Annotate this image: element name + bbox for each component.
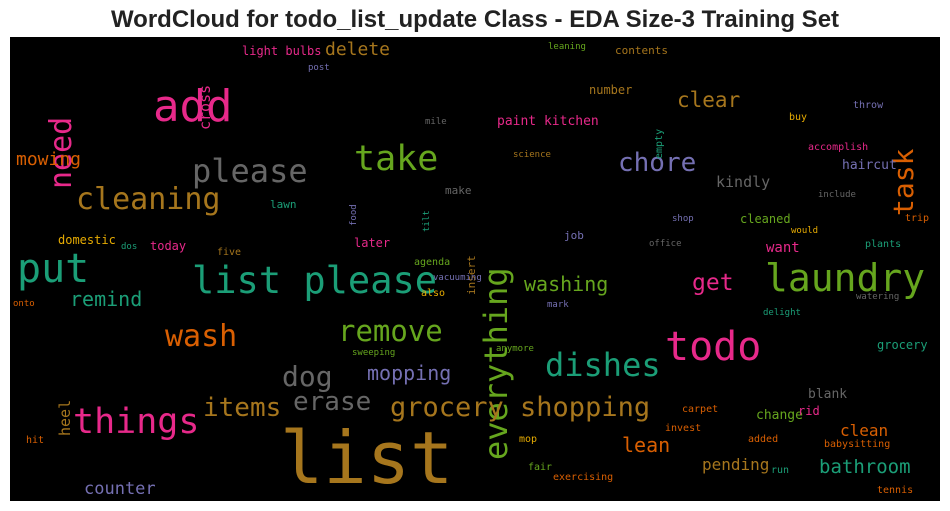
word-agenda: agenda xyxy=(414,257,451,268)
word-buy: buy xyxy=(789,112,808,123)
word-items: items xyxy=(203,393,282,423)
word-rid: rid xyxy=(798,404,820,418)
word-mile: mile xyxy=(425,117,447,127)
word-added: added xyxy=(748,434,779,445)
word-tennis: tennis xyxy=(877,485,914,496)
word-delete: delete xyxy=(325,39,391,60)
word-list: list xyxy=(280,416,454,500)
word-fair: fair xyxy=(528,462,553,473)
word-chore: chore xyxy=(618,148,697,178)
word-shop: shop xyxy=(672,214,694,224)
word-wash: wash xyxy=(165,319,238,354)
word-clean: clean xyxy=(840,421,889,440)
word-tilt: tilt xyxy=(422,210,432,232)
word-grocery-shopping: grocery shopping xyxy=(390,392,651,423)
word-post: post xyxy=(308,63,330,73)
word-contents: contents xyxy=(615,44,668,57)
word-dos: dos xyxy=(121,242,138,252)
word-exercising: exercising xyxy=(553,472,614,483)
word-also: also xyxy=(421,288,446,299)
word-would: would xyxy=(791,226,819,236)
word-counter: counter xyxy=(84,479,156,499)
word-onto: onto xyxy=(13,299,35,309)
word-dog: dog xyxy=(282,360,333,393)
word-pending: pending xyxy=(702,455,770,474)
word-empty: empty xyxy=(654,129,665,160)
word-things: things xyxy=(73,402,200,442)
word-todo: todo xyxy=(665,324,762,370)
word-dishes: dishes xyxy=(545,346,661,384)
word-trip: trip xyxy=(905,213,930,224)
word-hit: hit xyxy=(26,435,45,446)
word-remind: remind xyxy=(70,287,143,311)
word-office: office xyxy=(649,239,682,249)
word-paint-kitchen: paint kitchen xyxy=(497,114,599,129)
word-run: run xyxy=(771,465,790,476)
word-heel: heel xyxy=(56,400,74,437)
word-carpet: carpet xyxy=(682,404,719,415)
word-list-please: list please xyxy=(192,259,438,302)
word-laundry: laundry xyxy=(765,256,926,300)
word-mopping: mopping xyxy=(367,361,452,385)
word-later: later xyxy=(354,236,391,250)
word-take: take xyxy=(354,139,439,179)
word-mowing: mowing xyxy=(16,149,82,170)
word-leaning: leaning xyxy=(548,42,586,52)
word-job: job xyxy=(564,229,584,242)
chart-title: WordCloud for todo_list_update Class - E… xyxy=(110,6,840,33)
word-mop: mop xyxy=(519,434,538,445)
word-want: want xyxy=(766,240,800,256)
word-please: please xyxy=(192,152,308,190)
word-cleaning: cleaning xyxy=(76,182,221,217)
word-clear: clear xyxy=(677,88,741,112)
word-include: include xyxy=(818,190,856,200)
word-anymore: anymore xyxy=(496,344,534,354)
word-throw: throw xyxy=(853,100,884,111)
word-sweeping: sweeping xyxy=(352,348,396,358)
word-mark: mark xyxy=(547,300,569,310)
word-change: change xyxy=(756,408,803,423)
word-food: food xyxy=(349,204,359,226)
word-vacuuming: vacuuming xyxy=(433,273,482,283)
word-watering: watering xyxy=(856,292,900,302)
word-blank: blank xyxy=(808,387,848,402)
word-cleaned: cleaned xyxy=(740,212,791,226)
word-invest: invest xyxy=(665,423,702,434)
word-lean: lean xyxy=(622,433,671,457)
word-today: today xyxy=(150,239,187,253)
word-cross: cross xyxy=(196,85,214,131)
word-light-bulbs: light bulbs xyxy=(242,44,322,58)
word-grocery: grocery xyxy=(877,338,928,352)
word-everything: everything xyxy=(477,267,515,460)
word-put: put xyxy=(17,246,90,292)
word-five: five xyxy=(217,247,242,258)
word-science: science xyxy=(513,150,551,160)
word-accomplish: accomplish xyxy=(808,142,869,153)
word-kindly: kindly xyxy=(716,173,771,191)
word-number: number xyxy=(589,83,633,97)
word-erase: erase xyxy=(293,387,372,417)
word-domestic: domestic xyxy=(58,233,116,247)
word-get: get xyxy=(692,270,734,296)
word-bathroom: bathroom xyxy=(819,456,911,478)
word-make: make xyxy=(445,184,472,197)
word-delight: delight xyxy=(763,308,801,318)
word-remove: remove xyxy=(338,314,443,348)
word-haircut: haircut xyxy=(842,158,897,173)
word-plants: plants xyxy=(865,239,902,250)
word-lawn: lawn xyxy=(270,198,297,211)
wordcloud-canvas: list add todo put laundry list please things ta… xyxy=(10,37,940,501)
word-add: add xyxy=(153,81,233,132)
word-babysitting: babysitting xyxy=(824,439,891,450)
word-washing: washing xyxy=(524,272,609,296)
